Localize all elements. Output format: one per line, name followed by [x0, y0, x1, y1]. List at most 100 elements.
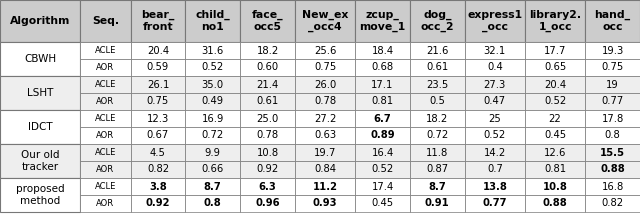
Bar [355, 110, 410, 127]
Text: LSHT: LSHT [27, 88, 53, 98]
Bar [240, 0, 295, 42]
Text: zcup_
move_1: zcup_ move_1 [360, 10, 406, 32]
Bar [81, 178, 131, 195]
Text: 0.78: 0.78 [257, 131, 278, 140]
Text: 0.77: 0.77 [483, 198, 507, 209]
Bar [186, 178, 240, 195]
Text: 15.5: 15.5 [600, 147, 625, 158]
Bar [295, 144, 355, 161]
Text: AOR: AOR [97, 63, 115, 72]
Bar [525, 0, 585, 42]
Bar [131, 93, 186, 110]
Bar [465, 0, 525, 42]
Text: proposed
method: proposed method [16, 184, 65, 206]
Bar [410, 110, 465, 127]
Bar [240, 195, 295, 212]
Bar [81, 59, 131, 76]
Text: 0.72: 0.72 [202, 131, 224, 140]
Bar [295, 178, 355, 195]
Text: 20.4: 20.4 [544, 80, 566, 89]
Bar [465, 59, 525, 76]
Text: 18.2: 18.2 [257, 46, 278, 55]
Bar [525, 144, 585, 161]
Text: ACLE: ACLE [95, 182, 116, 191]
Text: face_
occ5: face_ occ5 [252, 10, 284, 32]
Text: 17.4: 17.4 [371, 181, 394, 192]
Text: 0.52: 0.52 [484, 131, 506, 140]
Bar [465, 144, 525, 161]
Bar [465, 195, 525, 212]
Bar [355, 195, 410, 212]
Text: 27.2: 27.2 [314, 114, 336, 123]
Bar [240, 161, 295, 178]
Bar [0, 42, 81, 76]
Bar [186, 93, 240, 110]
Bar [585, 0, 640, 42]
Bar [240, 110, 295, 127]
Bar [81, 76, 131, 93]
Text: 0.93: 0.93 [313, 198, 337, 209]
Text: 25.6: 25.6 [314, 46, 336, 55]
Text: 17.1: 17.1 [371, 80, 394, 89]
Bar [525, 178, 585, 195]
Bar [240, 59, 295, 76]
Bar [355, 42, 410, 59]
Bar [131, 178, 186, 195]
Text: child_
no1: child_ no1 [195, 10, 230, 32]
Text: 27.3: 27.3 [484, 80, 506, 89]
Text: 13.8: 13.8 [483, 181, 508, 192]
Bar [295, 93, 355, 110]
Text: 0.60: 0.60 [257, 63, 278, 72]
Bar [525, 110, 585, 127]
Bar [410, 161, 465, 178]
Bar [465, 42, 525, 59]
Bar [585, 110, 640, 127]
Text: 0.8: 0.8 [605, 131, 621, 140]
Bar [355, 59, 410, 76]
Bar [585, 76, 640, 93]
Bar [585, 195, 640, 212]
Text: library2.
1_occ: library2. 1_occ [529, 10, 581, 32]
Text: 0.82: 0.82 [602, 198, 623, 209]
Bar [410, 0, 465, 42]
Text: AOR: AOR [97, 165, 115, 174]
Bar [131, 0, 186, 42]
Text: 6.3: 6.3 [259, 181, 276, 192]
Bar [585, 178, 640, 195]
Bar [240, 127, 295, 144]
Text: ACLE: ACLE [95, 148, 116, 157]
Text: 26.0: 26.0 [314, 80, 336, 89]
Text: Our old
tracker: Our old tracker [21, 150, 60, 172]
Bar [131, 161, 186, 178]
Bar [186, 0, 240, 42]
Text: 0.75: 0.75 [602, 63, 624, 72]
Text: 0.92: 0.92 [146, 198, 170, 209]
Text: 0.87: 0.87 [426, 164, 449, 175]
Text: 0.66: 0.66 [202, 164, 224, 175]
Bar [186, 144, 240, 161]
Text: 14.2: 14.2 [484, 147, 506, 158]
Text: 6.7: 6.7 [374, 114, 392, 123]
Bar [131, 110, 186, 127]
Bar [0, 144, 81, 178]
Text: 0.61: 0.61 [426, 63, 449, 72]
Bar [295, 127, 355, 144]
Bar [81, 110, 131, 127]
Text: 0.72: 0.72 [426, 131, 449, 140]
Bar [240, 76, 295, 93]
Text: 12.6: 12.6 [544, 147, 566, 158]
Bar [81, 42, 131, 59]
Bar [0, 0, 81, 42]
Bar [355, 76, 410, 93]
Bar [465, 178, 525, 195]
Text: 21.4: 21.4 [257, 80, 278, 89]
Bar [525, 59, 585, 76]
Text: 19.3: 19.3 [602, 46, 624, 55]
Bar [0, 76, 81, 110]
Bar [81, 93, 131, 110]
Text: 0.82: 0.82 [147, 164, 169, 175]
Bar [410, 76, 465, 93]
Bar [355, 178, 410, 195]
Text: 16.4: 16.4 [371, 147, 394, 158]
Bar [131, 195, 186, 212]
